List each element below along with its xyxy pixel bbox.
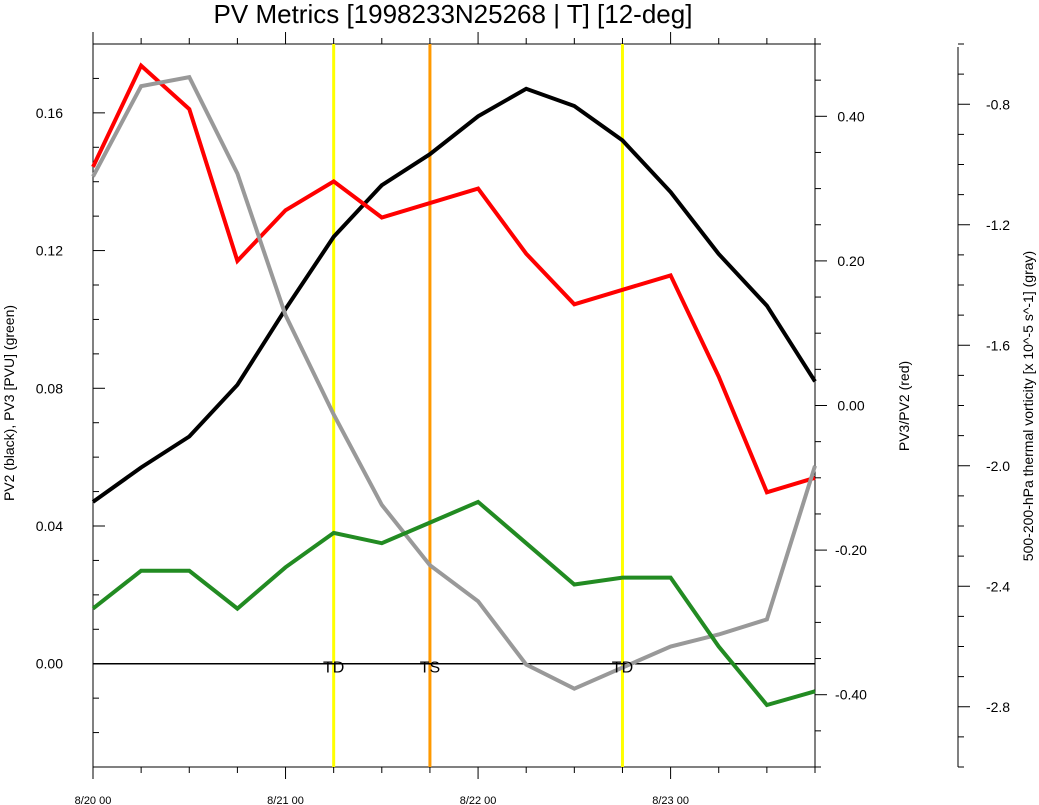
event-label: TS [420,660,440,677]
left-axis-title: PV2 (black), PV3 [PVU] (green) [1,305,17,501]
right-tick-label: -0.40 [835,687,867,703]
far_right-tick-label: -0.8 [986,96,1010,112]
series-line [91,74,817,691]
left-tick-label: 0.16 [36,105,63,121]
left-tick-label: 0.04 [36,518,63,534]
far_right-tick-label: -2.8 [986,699,1010,715]
x-tick-label: 8/21 00 [267,795,304,805]
chart-title: PV Metrics [1998233N25268 | T] [12-deg] [214,0,693,29]
x-tick-label: 8/20 00 [75,795,112,805]
right-tick-label: 0.20 [837,253,864,269]
far_right-tick-label: -1.2 [986,217,1010,233]
right-tick-label: 0.00 [837,398,864,414]
left-tick-label: 0.00 [36,656,63,672]
right-axis-title: PV3/PV2 (red) [896,361,912,451]
far-right-axis-title: 500-200-hPa thermal vorticity [x 10^-5 s… [1020,251,1036,561]
far_right-tick-label: -2.0 [986,458,1010,474]
x-tick-label: 8/23 00 [652,795,689,805]
series-line [91,86,817,504]
right-tick-label: 0.40 [837,108,864,124]
right-tick-label: -0.20 [835,542,867,558]
x-tick-label: 8/22 00 [460,795,497,805]
left-tick-label: 0.08 [36,380,63,396]
plot-area: 8/20 00 8/21 00 8/22 00 8/23 00 0.00 0.04 0.08… [36,32,1010,805]
far_right-tick-label: -2.4 [986,578,1010,594]
series-line [91,62,816,495]
series-line [91,499,816,708]
far_right-tick-label: -1.6 [986,337,1010,353]
event-label: TD [323,660,344,677]
event-label: TD [612,660,633,677]
left-tick-label: 0.12 [36,243,63,259]
